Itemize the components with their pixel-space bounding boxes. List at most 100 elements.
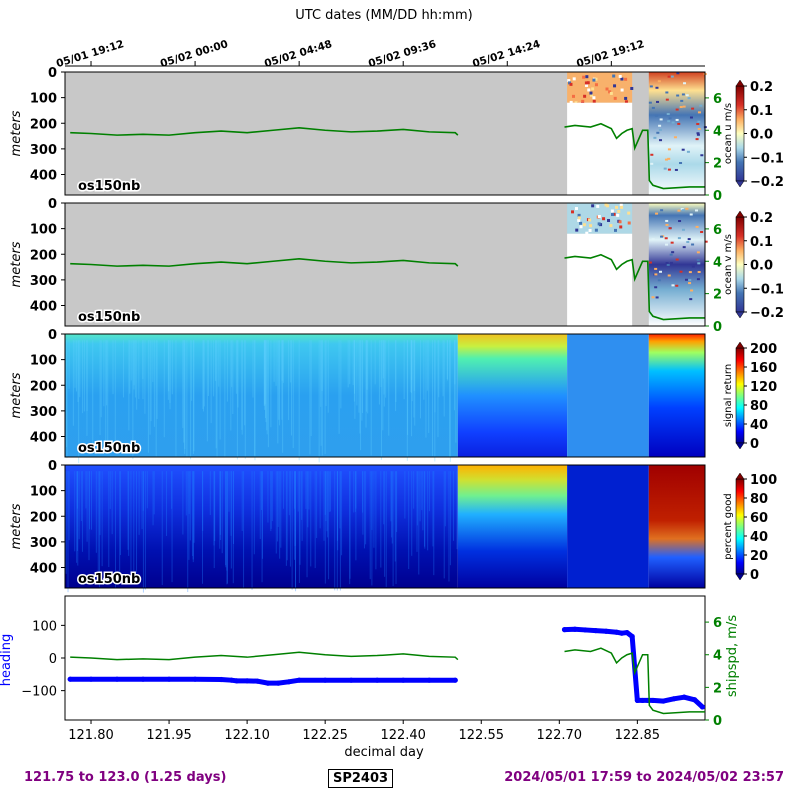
vertical-streak (444, 471, 446, 527)
vertical-streak (81, 471, 83, 552)
velocity-cell (571, 94, 575, 98)
vertical-streak (365, 471, 367, 545)
vertical-streak (76, 471, 78, 563)
x-tick-label: 122.25 (302, 728, 348, 743)
velocity-cell (687, 238, 691, 241)
velocity-cell (691, 107, 695, 110)
colorbar-tick-label: 100 (750, 473, 777, 488)
velocity-cell (689, 298, 693, 301)
backscatter-transit (567, 334, 649, 457)
vertical-streak (419, 471, 421, 522)
ocean-velocity-strip (648, 203, 705, 326)
vertical-streak (163, 340, 165, 438)
velocity-cell (616, 213, 620, 217)
velocity-cell (665, 262, 669, 265)
vertical-streak (267, 471, 269, 523)
y-tick-label: 100 (30, 485, 57, 500)
vertical-streak (320, 340, 322, 446)
vertical-streak (138, 471, 140, 535)
velocity-cell (659, 118, 663, 121)
velocity-cell (651, 238, 655, 241)
vertical-streak (261, 471, 263, 583)
footer-date-range: 2024/05/01 17:59 to 2024/05/02 23:57 (504, 770, 784, 785)
vertical-streak (453, 471, 455, 541)
vertical-streak (202, 471, 204, 584)
vertical-streak (354, 340, 356, 394)
vertical-streak (437, 340, 439, 438)
vertical-streak (442, 340, 444, 397)
vertical-streak (203, 340, 205, 407)
vertical-streak (192, 471, 194, 556)
velocity-cell (681, 93, 685, 96)
vertical-streak (286, 471, 288, 561)
velocity-cell (597, 222, 601, 226)
velocity-cell (688, 271, 692, 274)
colorbar-tick-label: 60 (750, 511, 768, 526)
velocity-cell (667, 168, 671, 171)
velocity-cell (567, 79, 571, 83)
velocity-cell (670, 241, 674, 244)
colorbar-tick-label: 0.1 (750, 104, 773, 119)
vertical-streak (424, 471, 426, 547)
vertical-streak (215, 340, 217, 449)
vertical-streak (353, 471, 355, 513)
colorbar-tick-label: 0.0 (750, 259, 773, 274)
velocity-cell (680, 99, 684, 102)
vertical-streak (244, 340, 246, 459)
vertical-streak (232, 471, 234, 584)
vertical-streak (136, 471, 138, 573)
top-tick-label: 05/02 09:36 (367, 38, 438, 70)
vertical-streak (189, 471, 191, 541)
vertical-streak (167, 340, 169, 400)
instrument-label: os150nb (78, 572, 140, 587)
velocity-cell (700, 154, 704, 157)
colorbar (735, 85, 745, 182)
vertical-streak (216, 340, 218, 457)
vertical-streak (142, 340, 144, 380)
velocity-cell (666, 263, 670, 266)
velocity-cell (654, 267, 658, 270)
vertical-streak (443, 340, 445, 417)
vertical-streak (290, 340, 292, 436)
velocity-cell (671, 251, 675, 254)
colorbar-tick-label: −0.1 (750, 151, 784, 166)
vertical-streak (273, 340, 275, 382)
velocity-cell (591, 204, 595, 208)
y-axis-label: meters (9, 110, 24, 156)
velocity-cell (650, 153, 654, 156)
velocity-cell (607, 218, 611, 222)
vertical-streak (443, 471, 445, 579)
right-tick-label: 6 (713, 92, 722, 107)
velocity-cell (648, 101, 652, 104)
x-tick-label: 121.95 (146, 728, 192, 743)
vertical-streak (155, 340, 157, 457)
vertical-streak (410, 340, 412, 394)
velocity-cell (658, 124, 662, 127)
vertical-streak (339, 471, 341, 529)
vertical-streak (292, 340, 294, 449)
vertical-streak (375, 471, 377, 570)
vertical-streak (182, 340, 184, 429)
vertical-streak (230, 471, 232, 569)
vertical-streak (275, 340, 277, 386)
vertical-streak (369, 471, 371, 580)
vertical-streak (266, 340, 268, 435)
velocity-cell (658, 128, 662, 131)
velocity-cell (585, 75, 589, 79)
vertical-streak (264, 340, 266, 404)
y-tick-label: 400 (30, 562, 57, 577)
right-tick-label: 4 (713, 649, 722, 664)
velocity-cell (594, 77, 598, 81)
vertical-streak (79, 340, 81, 398)
vertical-streak (224, 340, 226, 457)
velocity-cell (572, 77, 576, 81)
vertical-streak (324, 471, 326, 515)
vertical-streak (456, 471, 458, 550)
velocity-cell (613, 96, 617, 100)
vertical-streak (136, 340, 138, 410)
velocity-cell (697, 120, 701, 123)
vertical-streak (202, 340, 204, 410)
vertical-streak (278, 340, 280, 426)
colorbar-tick-label: 80 (750, 399, 768, 414)
vertical-streak (383, 340, 385, 407)
